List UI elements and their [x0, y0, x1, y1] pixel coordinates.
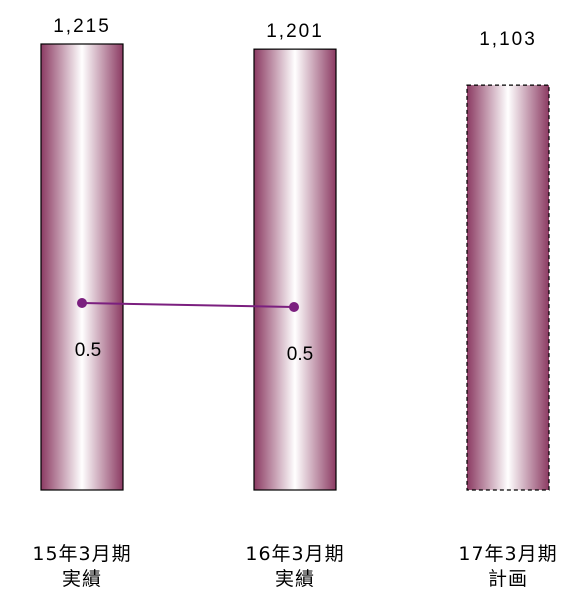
category-label-3-line-2: 計画 — [488, 568, 528, 590]
category-label-1-line-2: 実績 — [62, 568, 102, 590]
bar-value-label-2: 1,201 — [266, 21, 324, 42]
line-point-2 — [289, 302, 299, 312]
bar-value-label-1: 1,215 — [53, 16, 111, 37]
bars-group — [40, 43, 550, 491]
category-label-3-line-1: 17年3月期 — [458, 543, 557, 565]
line-point-label-2: 0.5 — [287, 344, 313, 365]
line-series-group — [77, 298, 299, 312]
category-label-2-line-1: 16年3月期 — [245, 543, 344, 565]
bar-3 — [466, 84, 550, 491]
line-point-1 — [77, 298, 87, 308]
category-label-2-line-2: 実績 — [275, 568, 315, 590]
bar-1 — [40, 43, 124, 491]
category-label-1-line-1: 15年3月期 — [32, 543, 131, 565]
line-point-label-1: 0.5 — [75, 340, 101, 361]
bar-value-label-3: 1,103 — [479, 29, 537, 50]
bar-2 — [253, 48, 337, 491]
line-series-path — [81, 302, 295, 308]
labels-group: 1,21515年3月期実績1,20116年3月期実績1,10317年3月期計画0… — [32, 16, 557, 590]
